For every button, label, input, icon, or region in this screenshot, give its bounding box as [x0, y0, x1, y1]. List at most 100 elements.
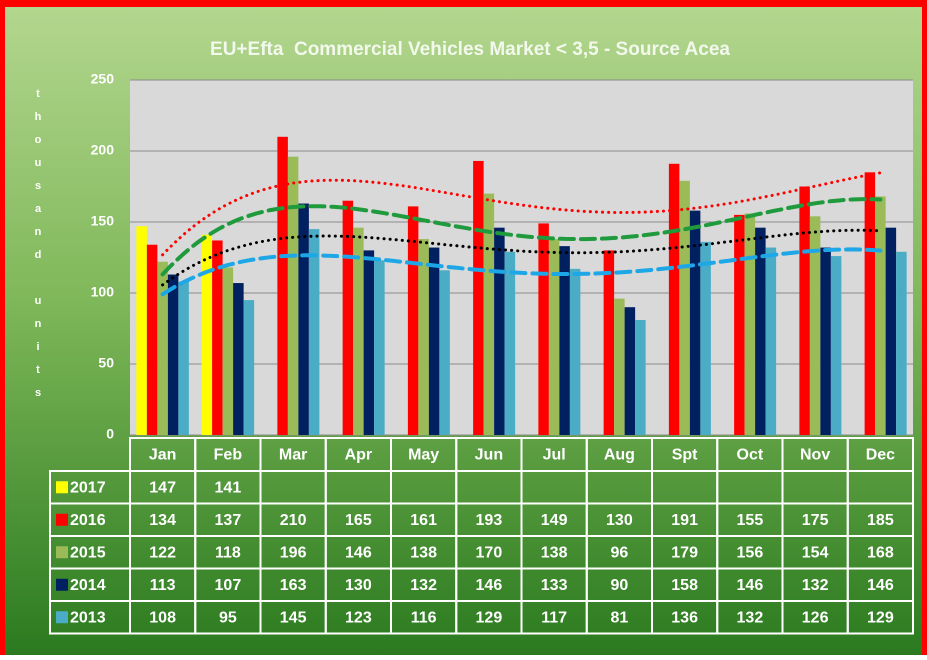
table-value: 185 — [867, 512, 894, 529]
x-tick-label: May — [408, 447, 439, 464]
bar — [428, 247, 440, 435]
bar — [548, 239, 560, 435]
y-tick-label: 100 — [91, 284, 115, 300]
y-tick-label: 50 — [98, 355, 114, 371]
table-value: 138 — [541, 544, 568, 561]
table-value: 147 — [149, 479, 176, 496]
bar — [635, 319, 646, 435]
table-value: 146 — [737, 577, 764, 594]
table-value: 129 — [867, 609, 894, 626]
legend-label: 2013 — [70, 609, 106, 626]
bar — [504, 251, 516, 435]
trendline — [161, 171, 882, 257]
bar — [418, 239, 429, 435]
x-tick-label: Apr — [345, 447, 373, 464]
x-tick-label: Dec — [866, 447, 895, 464]
table-value: 193 — [476, 512, 503, 529]
bar — [896, 251, 907, 435]
bar — [668, 163, 680, 435]
legend-label: 2017 — [70, 479, 106, 496]
table-value: 168 — [867, 544, 894, 561]
x-tick-label: Spt — [672, 447, 698, 464]
table-value: 129 — [476, 609, 503, 626]
table-value: 126 — [802, 609, 829, 626]
table-value: 146 — [345, 544, 372, 561]
bar — [287, 156, 299, 435]
table-value: 196 — [280, 544, 307, 561]
bar — [201, 234, 213, 435]
trendline — [160, 247, 883, 297]
bar — [363, 250, 375, 435]
table-value: 132 — [802, 577, 829, 594]
table-value: 118 — [215, 544, 241, 561]
bar — [374, 260, 385, 435]
table-cell — [846, 600, 914, 635]
bar — [178, 281, 189, 435]
bar — [494, 227, 505, 435]
bar — [864, 172, 876, 436]
table-value: 130 — [606, 512, 633, 529]
x-tick-label: Mar — [279, 447, 307, 464]
table-value: 116 — [411, 609, 437, 626]
x-tick-label: Nov — [800, 447, 830, 464]
table-value: 133 — [541, 577, 568, 594]
bar — [298, 203, 309, 435]
bar — [755, 227, 766, 435]
table-value: 107 — [215, 577, 242, 594]
legend-key — [56, 611, 68, 624]
bar — [473, 160, 484, 435]
bar — [243, 300, 255, 435]
bar — [820, 247, 831, 435]
bar — [233, 283, 244, 435]
trendline — [161, 228, 882, 287]
table-value: 96 — [610, 544, 628, 561]
table-value: 141 — [215, 479, 242, 496]
bar — [679, 180, 690, 435]
bar — [765, 247, 777, 435]
table-value: 123 — [345, 609, 372, 626]
bar — [603, 250, 615, 435]
legend-label: 2015 — [70, 544, 106, 561]
table-value: 90 — [610, 577, 628, 594]
trendline — [160, 197, 883, 277]
table-value: 165 — [345, 512, 372, 529]
table-value: 122 — [149, 544, 176, 561]
bar — [875, 196, 886, 435]
legend-label: 2016 — [70, 512, 106, 529]
x-tick-label: Oct — [737, 447, 764, 464]
table-value: 146 — [476, 577, 503, 594]
bar — [407, 206, 419, 435]
bar — [277, 136, 288, 436]
bar — [569, 268, 581, 435]
legend-key — [56, 546, 68, 559]
table-value: 210 — [280, 512, 307, 529]
table-value: 170 — [476, 544, 503, 561]
y-tick-label: 200 — [91, 142, 115, 158]
table-value: 149 — [541, 512, 568, 529]
legend-key — [56, 513, 68, 526]
table-value: 163 — [280, 577, 307, 594]
table-value: 191 — [671, 512, 698, 529]
table-value: 179 — [671, 544, 698, 561]
bar — [342, 200, 354, 435]
table-value: 117 — [541, 609, 567, 626]
table-value: 81 — [610, 609, 628, 626]
legend-key — [56, 481, 68, 494]
bar — [439, 270, 450, 435]
chart-title: EU+Efta Commercial Vehicles Market < 3,5… — [210, 39, 730, 60]
y-tick-label: 250 — [91, 71, 115, 87]
bar — [744, 213, 756, 435]
table-value: 155 — [737, 512, 764, 529]
bar — [136, 226, 147, 435]
table-value: 132 — [410, 577, 437, 594]
table-value: 145 — [280, 609, 307, 626]
table-value: 134 — [149, 512, 176, 529]
legend-key — [56, 578, 68, 591]
bar — [799, 186, 810, 435]
bar — [353, 227, 364, 435]
table-value: 146 — [867, 577, 894, 594]
bar — [830, 256, 842, 435]
bar — [624, 307, 636, 435]
